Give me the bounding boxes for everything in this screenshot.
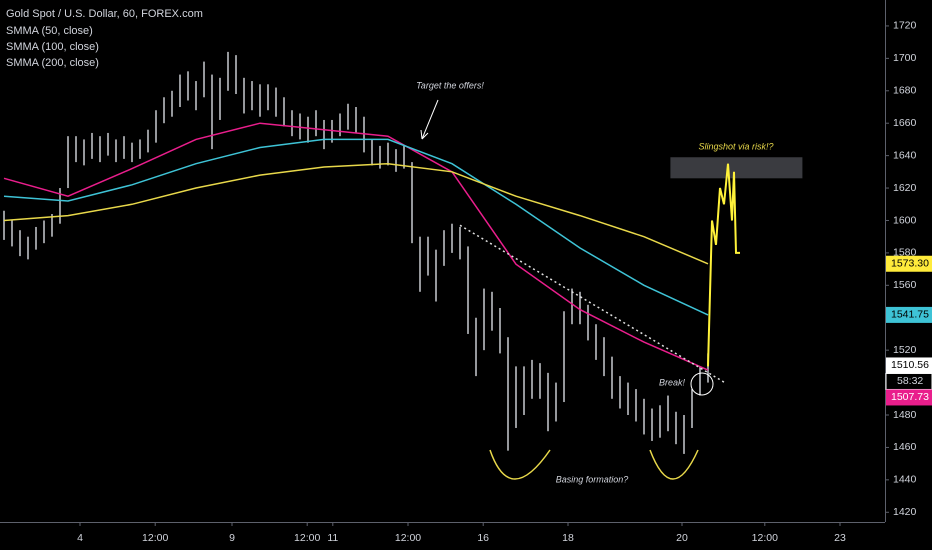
y-tick-label: 1700 (893, 52, 917, 64)
y-tick-label: 1580 (893, 247, 917, 259)
y-tick-label: 1640 (893, 149, 917, 161)
price-label-bg (886, 306, 932, 323)
x-tick-label: 12:00 (752, 532, 778, 544)
y-tick-label: 1560 (893, 279, 917, 291)
arrow-head (420, 129, 429, 140)
x-tick-label: 20 (676, 532, 688, 544)
arrow (421, 99, 439, 140)
x-tick-label: 18 (562, 532, 574, 544)
y-tick-label: 1420 (893, 506, 917, 518)
price-label: 1510.56 (891, 359, 929, 371)
y-tick-label: 1480 (893, 409, 917, 421)
annotation: Slingshot via risk!? (698, 141, 773, 151)
annotation: Basing formation? (556, 474, 629, 484)
x-tick-label: 12:00 (294, 532, 320, 544)
break-circle (690, 372, 714, 396)
annotation: Break! (659, 377, 686, 387)
x-tick-label: 4 (77, 532, 83, 544)
x-tick-label: 11 (327, 532, 338, 544)
zone (670, 157, 803, 179)
basing-arc (649, 449, 699, 480)
legend-entry: SMMA (200, close) (6, 57, 99, 69)
x-tick-label: 12:00 (395, 532, 421, 544)
y-tick-label: 1600 (893, 214, 917, 226)
y-tick-label: 1680 (893, 85, 917, 97)
trendline (459, 224, 726, 384)
price-label-bg (886, 255, 932, 272)
smma-line (3, 122, 709, 371)
price-label: 1573.30 (891, 258, 929, 270)
basing-arc (489, 449, 551, 480)
legend-entry: SMMA (100, close) (6, 41, 99, 53)
price-label: 1507.73 (891, 391, 929, 403)
smma-line (3, 162, 709, 265)
legend-title: Gold Spot / U.S. Dollar, 60, FOREX.com (6, 8, 203, 20)
price-label: 1541.75 (891, 309, 929, 321)
y-tick-label: 1620 (893, 182, 917, 194)
price-label-bg (886, 357, 932, 374)
legend-entry: SMMA (50, close) (6, 25, 93, 37)
y-tick-label: 1720 (893, 20, 917, 32)
x-tick-label: 9 (229, 532, 235, 544)
annotation: Target the offers! (416, 80, 484, 90)
x-tick-label: 16 (477, 532, 489, 544)
y-tick-label: 1440 (893, 474, 917, 486)
smma-line (3, 138, 709, 316)
x-tick-label: 23 (834, 532, 846, 544)
x-tick-label: 12:00 (142, 532, 168, 544)
y-tick-label: 1660 (893, 117, 917, 129)
y-tick-label: 1520 (893, 344, 917, 356)
y-tick-label: 1460 (893, 441, 917, 453)
price-label-bg (886, 389, 932, 406)
projection-line (707, 163, 740, 367)
countdown: 58:32 (897, 375, 923, 387)
